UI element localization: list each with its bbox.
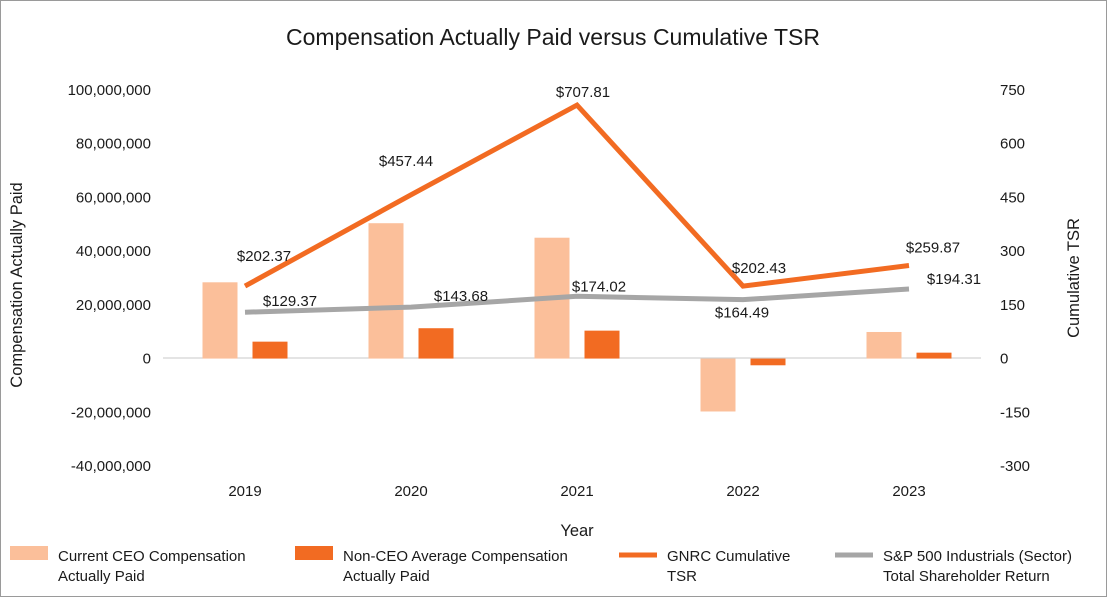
x-axis-ticks: 2019 2020 2021 2022 2023 — [228, 483, 925, 500]
legend-label: TSR — [667, 568, 697, 585]
data-label: $259.87 — [906, 240, 960, 257]
chart-title: Compensation Actually Paid versus Cumula… — [286, 24, 820, 50]
x-tick-label: 2020 — [394, 483, 427, 500]
x-tick-label: 2023 — [892, 483, 925, 500]
data-label: $129.37 — [263, 293, 317, 310]
bar — [584, 330, 620, 359]
x-tick-label: 2022 — [726, 483, 759, 500]
x-tick-label: 2019 — [228, 483, 261, 500]
bar — [700, 358, 736, 412]
y-tick-label: 60,000,000 — [76, 189, 151, 206]
legend-label: Current CEO Compensation — [58, 548, 246, 565]
data-label: $164.49 — [715, 305, 769, 322]
y-tick-label: -40,000,000 — [71, 458, 151, 475]
legend: Current CEO Compensation Actually Paid Non… — [10, 546, 1072, 585]
legend-label: GNRC Cumulative — [667, 548, 790, 565]
right-axis-ticks: 750 600 450 300 150 0 -150 -300 — [1000, 82, 1030, 475]
legend-label: Actually Paid — [343, 568, 430, 585]
bar-series-group — [202, 223, 952, 412]
data-label: $202.43 — [732, 260, 786, 277]
data-label: $174.02 — [572, 278, 626, 295]
y2-tick-label: 0 — [1000, 351, 1008, 368]
data-label: $707.81 — [556, 84, 610, 101]
y2-tick-label: -150 — [1000, 404, 1030, 421]
legend-swatch — [10, 546, 48, 560]
y-axis-label: Compensation Actually Paid — [8, 182, 26, 387]
y-tick-label: 40,000,000 — [76, 243, 151, 260]
legend-label: Actually Paid — [58, 568, 145, 585]
y-tick-label: 0 — [143, 351, 151, 368]
data-label: $457.44 — [379, 153, 433, 170]
y-tick-label: 100,000,000 — [68, 82, 151, 99]
x-axis-label: Year — [560, 522, 594, 540]
y2-axis-label: Cumulative TSR — [1065, 218, 1083, 338]
x-tick-label: 2021 — [560, 483, 593, 500]
line-series-group — [243, 101, 910, 315]
bar — [202, 282, 238, 359]
y-tick-label: 20,000,000 — [76, 297, 151, 314]
y2-tick-label: 750 — [1000, 82, 1025, 99]
data-label: $143.68 — [434, 288, 488, 305]
legend-label: Total Shareholder Return — [883, 568, 1050, 585]
bar — [866, 331, 902, 359]
data-label: $194.31 — [927, 271, 981, 288]
y2-tick-label: 150 — [1000, 297, 1025, 314]
bar — [418, 328, 454, 359]
y2-tick-label: 600 — [1000, 136, 1025, 153]
data-labels-group: $202.37 $457.44 $707.81 $202.43 $259.87 $129.… — [237, 84, 981, 322]
bar — [252, 341, 288, 359]
y2-tick-label: 450 — [1000, 189, 1025, 206]
bar — [368, 223, 404, 359]
legend-label: Non-CEO Average Compensation — [343, 548, 568, 565]
legend-label: S&P 500 Industrials (Sector) — [883, 548, 1072, 565]
y-tick-label: 80,000,000 — [76, 136, 151, 153]
y2-tick-label: -300 — [1000, 458, 1030, 475]
bar — [916, 352, 952, 359]
left-axis-ticks: 100,000,000 80,000,000 60,000,000 40,000,00… — [68, 82, 151, 475]
bar — [750, 358, 786, 366]
data-label: $202.37 — [237, 248, 291, 265]
y2-tick-label: 300 — [1000, 243, 1025, 260]
series-line — [243, 101, 910, 289]
y-tick-label: -20,000,000 — [71, 404, 151, 421]
series-line — [244, 286, 910, 315]
legend-swatch — [295, 546, 333, 560]
